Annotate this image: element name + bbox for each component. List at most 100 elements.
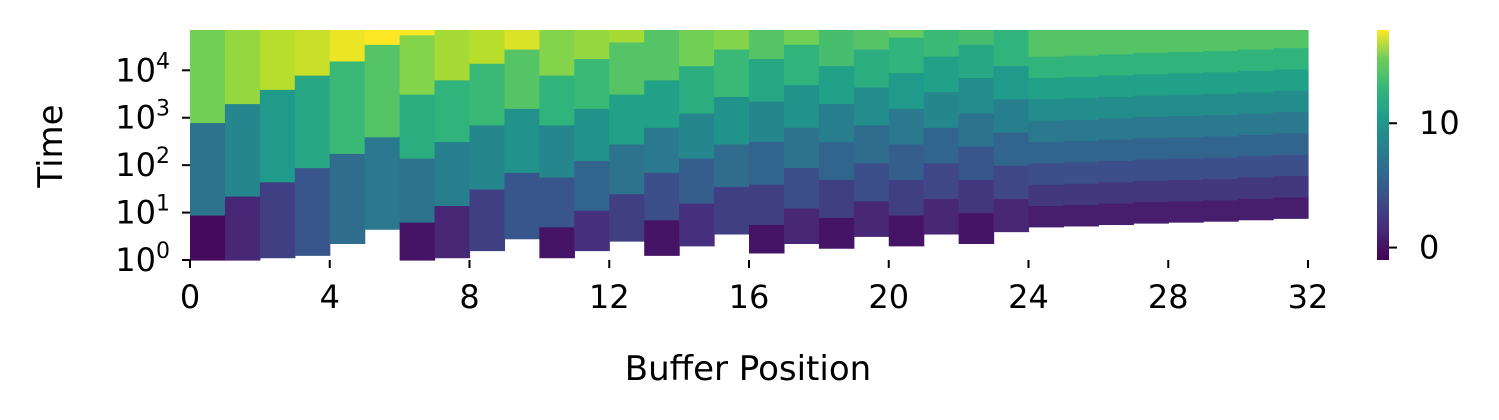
heatmap-cell bbox=[504, 48, 540, 109]
heatmap-cell bbox=[749, 184, 785, 226]
x-axis: 0 4 8 12 16 20 24 28 32 bbox=[180, 260, 1329, 316]
heatmap-cell bbox=[434, 30, 471, 81]
heatmap-cell bbox=[1203, 93, 1239, 116]
heatmap-cell bbox=[1238, 198, 1274, 221]
heatmap-cell bbox=[1203, 135, 1239, 158]
heatmap-cell bbox=[1203, 71, 1239, 94]
colorbar-tick-label: 0 bbox=[1419, 229, 1439, 267]
heatmap-cell bbox=[1203, 157, 1239, 180]
heatmap-cell bbox=[1063, 97, 1099, 120]
heatmap-cell bbox=[993, 165, 1030, 199]
y-tick-label: 104 bbox=[115, 49, 170, 89]
heatmap-cell bbox=[224, 103, 261, 197]
heatmap-cell bbox=[434, 79, 471, 143]
heatmap-cell bbox=[329, 30, 366, 62]
heatmap-cell bbox=[818, 141, 855, 180]
heatmap-cell bbox=[888, 30, 925, 38]
heatmap-cell bbox=[679, 30, 715, 67]
heatmap-cell bbox=[714, 143, 750, 188]
heatmap-cell bbox=[1203, 30, 1239, 51]
heatmap-cell bbox=[539, 124, 575, 178]
heatmap-cell bbox=[1168, 30, 1204, 52]
heatmap-cell bbox=[714, 30, 750, 50]
heatmap-cell bbox=[1063, 76, 1099, 99]
heatmap-cell bbox=[853, 162, 890, 202]
heatmap-cell bbox=[644, 30, 680, 81]
heatmap-cell bbox=[539, 30, 575, 76]
heatmap-cell bbox=[1133, 30, 1169, 53]
heatmap-cell bbox=[1203, 178, 1239, 201]
x-tick-label: 8 bbox=[459, 278, 479, 316]
heatmap-cell bbox=[399, 34, 436, 95]
heatmap-cell bbox=[1273, 175, 1309, 198]
heatmap-cell bbox=[1168, 115, 1204, 138]
heatmap-cell bbox=[1238, 155, 1274, 178]
heatmap-cell bbox=[1168, 200, 1204, 223]
heatmap-cell bbox=[294, 167, 331, 256]
heatmap-cell bbox=[1273, 68, 1309, 91]
heatmap-cell bbox=[190, 30, 226, 124]
heatmap-cell bbox=[749, 141, 785, 185]
y-tick-label: 102 bbox=[115, 144, 170, 184]
heatmap-cell bbox=[1168, 51, 1204, 74]
heatmap-cell bbox=[1098, 181, 1134, 204]
colorbar-gradient bbox=[1377, 30, 1389, 260]
heatmap-cell bbox=[504, 108, 540, 173]
heatmap-cell bbox=[609, 143, 645, 195]
heatmap-cell bbox=[1063, 55, 1099, 78]
heatmap-cell bbox=[1168, 179, 1204, 202]
heatmap-cell bbox=[190, 214, 226, 261]
heatmap-cell bbox=[1273, 30, 1309, 49]
heatmap-cell bbox=[958, 30, 995, 45]
heatmap-cell bbox=[609, 193, 645, 242]
heatmap-cell bbox=[1028, 120, 1065, 143]
heatmap-cell bbox=[1168, 94, 1204, 116]
heatmap-cell bbox=[958, 112, 995, 147]
heatmap-cell bbox=[888, 214, 925, 247]
heatmap-cell bbox=[1238, 48, 1274, 71]
heatmap-cell bbox=[993, 198, 1030, 233]
heatmap-cell bbox=[818, 30, 855, 67]
heatmap-cell bbox=[1028, 141, 1065, 164]
heatmap-cell bbox=[1063, 204, 1099, 227]
heatmap-cell bbox=[259, 89, 296, 183]
heatmap-cell bbox=[1238, 70, 1274, 93]
heatmap-cell bbox=[1238, 177, 1274, 199]
heatmap-cell bbox=[749, 101, 785, 143]
heatmap-cell bbox=[1133, 158, 1169, 181]
heatmap-cell bbox=[574, 210, 610, 252]
heatmap-cell bbox=[783, 127, 820, 169]
x-tick-label: 28 bbox=[1148, 278, 1189, 316]
heatmap-cell bbox=[539, 177, 575, 228]
heatmap-cell bbox=[783, 207, 820, 245]
heatmap-cell bbox=[1273, 47, 1309, 70]
heatmap-cell bbox=[1133, 52, 1169, 75]
heatmap-cell bbox=[679, 65, 715, 114]
heatmap-cell bbox=[888, 72, 925, 109]
heatmap-cell bbox=[749, 58, 785, 102]
heatmap-cell bbox=[1098, 75, 1134, 97]
heatmap-cell bbox=[1273, 111, 1309, 134]
heatmap-cell bbox=[1273, 154, 1309, 177]
heatmap-cell bbox=[923, 56, 960, 93]
heatmap-cell bbox=[644, 79, 680, 128]
heatmap-cell bbox=[749, 224, 785, 254]
heatmap-cell bbox=[469, 124, 506, 190]
heatmap-cell bbox=[783, 30, 820, 45]
heatmap-cell bbox=[679, 158, 715, 204]
heatmap-cell bbox=[714, 186, 750, 235]
heatmap-cell bbox=[399, 158, 436, 223]
heatmap-cell bbox=[1098, 96, 1134, 119]
x-tick-label: 32 bbox=[1288, 278, 1329, 316]
heatmap-cell bbox=[853, 200, 890, 237]
heatmap-cell bbox=[1028, 98, 1065, 121]
heatmap-cell bbox=[1063, 161, 1099, 184]
heatmap-cell bbox=[1273, 196, 1309, 219]
heatmap-cell bbox=[958, 212, 995, 244]
heatmap-cell bbox=[853, 30, 890, 50]
heatmap-cell bbox=[1273, 132, 1309, 155]
heatmap-cell bbox=[958, 77, 995, 114]
x-axis-label: Buffer Position bbox=[625, 349, 871, 389]
heatmap-cell bbox=[644, 127, 680, 173]
heatmap-cell bbox=[679, 203, 715, 247]
